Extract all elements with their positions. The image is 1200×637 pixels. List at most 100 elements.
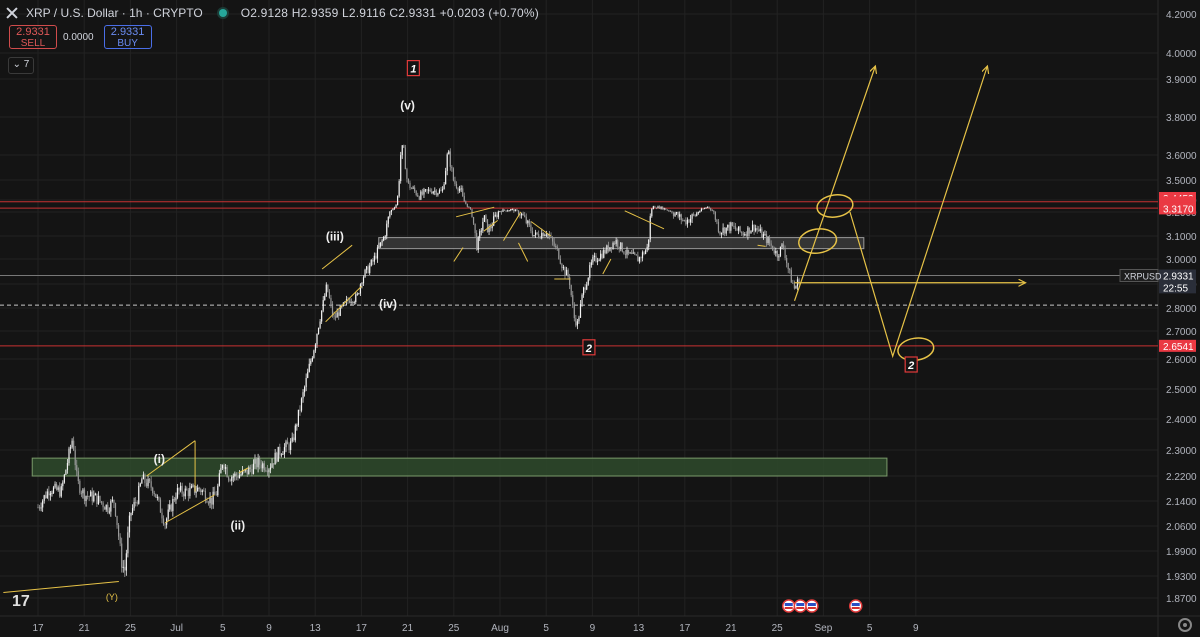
y-tick-label: 3.8000 — [1166, 113, 1197, 124]
sell-button[interactable]: 2.9331 SELL — [9, 25, 57, 49]
candle-body — [587, 277, 589, 285]
settings-gear-icon[interactable] — [1178, 618, 1192, 632]
candle-body — [756, 228, 758, 230]
buy-price: 2.9331 — [110, 26, 145, 38]
candle-body — [389, 211, 391, 217]
pattern-trendline[interactable] — [146, 440, 196, 477]
pattern-trendline[interactable] — [164, 494, 215, 524]
close-icon[interactable] — [6, 7, 18, 19]
candle-body — [685, 220, 687, 225]
candle-body — [649, 216, 651, 240]
candle-body — [584, 287, 586, 290]
candle-body — [677, 211, 679, 217]
candle-body — [370, 259, 372, 266]
candle-body — [173, 498, 175, 501]
event-flag-icon[interactable] — [805, 599, 819, 613]
candle-body — [531, 231, 534, 236]
candle-body — [420, 191, 422, 200]
pattern-trendline[interactable] — [530, 221, 552, 237]
candle-body — [488, 227, 490, 233]
pattern-trendline[interactable] — [3, 581, 119, 593]
candle-body — [648, 239, 650, 247]
candle-body — [589, 265, 591, 278]
event-flag-icon[interactable] — [793, 599, 808, 613]
logo-text: 17 — [12, 593, 30, 610]
pattern-trendline[interactable] — [483, 220, 498, 232]
pattern-trendline[interactable] — [453, 247, 464, 262]
pattern-trendline[interactable] — [624, 210, 665, 230]
candle-body — [52, 487, 55, 494]
candle-body — [105, 504, 107, 510]
target-ellipse[interactable] — [797, 227, 838, 256]
candle-body — [327, 284, 329, 292]
candle-body — [45, 495, 47, 498]
candle-body — [330, 297, 332, 304]
buy-button[interactable]: 2.9331 BUY — [103, 25, 152, 49]
candle-body — [69, 447, 72, 449]
candle-body — [424, 189, 427, 191]
candle-body — [779, 246, 782, 256]
pattern-trendline[interactable] — [757, 244, 766, 247]
candle-body — [762, 234, 764, 238]
pattern-trendline[interactable] — [455, 206, 495, 218]
ohlc-readout: O2.9128 H2.9359 L2.9116 C2.9331 +0.0203 … — [240, 6, 539, 20]
y-tick-label: 2.4000 — [1166, 415, 1197, 426]
candle-body — [691, 214, 693, 219]
candle-body — [569, 277, 571, 286]
y-tick-label: 1.9900 — [1166, 547, 1197, 558]
candle-body — [224, 467, 227, 469]
pattern-trendline[interactable] — [238, 467, 249, 474]
pattern-trendline[interactable] — [602, 258, 612, 275]
candle-body — [335, 316, 337, 318]
candle-body — [432, 191, 434, 194]
candle-body — [538, 234, 540, 238]
candles — [37, 144, 800, 578]
candle-body — [508, 210, 510, 212]
candle-body — [530, 224, 532, 232]
candle-body — [623, 251, 625, 254]
candle-body — [775, 250, 777, 254]
symbol-title[interactable]: XRP / U.S. Dollar · 1h · CRYPTO — [26, 6, 203, 20]
y-tick-label: 2.8000 — [1166, 304, 1197, 315]
candle-body — [246, 469, 248, 475]
candle-body — [387, 216, 389, 224]
candle-body — [440, 190, 442, 192]
candle-body — [459, 188, 461, 191]
event-flag-icon[interactable] — [782, 599, 796, 613]
pattern-trendline[interactable] — [503, 211, 522, 241]
y-tick-label: 3.1000 — [1166, 232, 1197, 243]
pattern-trendline[interactable] — [325, 286, 362, 323]
indicators-toggle[interactable]: ⌄ 7 — [8, 57, 34, 74]
target-ellipse[interactable] — [816, 193, 855, 220]
candle-body — [288, 444, 290, 450]
candle-body — [600, 253, 602, 260]
forecast-arrow[interactable] — [849, 66, 987, 359]
candle-body — [632, 252, 634, 254]
candle-body — [553, 241, 555, 246]
candle-body — [573, 305, 575, 319]
forecast-arrow[interactable] — [793, 66, 876, 301]
candle-body — [90, 491, 92, 497]
candle-body — [652, 206, 654, 209]
x-tick-label: 5 — [867, 623, 873, 634]
pattern-trendline[interactable] — [518, 242, 529, 262]
indicators-count: 7 — [23, 59, 30, 70]
candle-body — [366, 266, 368, 270]
candle-body — [217, 485, 219, 496]
candle-body — [711, 210, 713, 212]
candle-body — [274, 452, 276, 465]
wave-label: (iv) — [379, 297, 397, 311]
candle-body — [503, 209, 506, 211]
candle-body — [57, 487, 59, 490]
candle-body — [482, 221, 484, 231]
candle-body — [609, 247, 611, 251]
candle-body — [299, 409, 301, 411]
candle-body — [398, 181, 400, 197]
candle-body — [556, 246, 558, 249]
x-tick-label: 17 — [356, 623, 368, 634]
x-tick-label: 17 — [679, 623, 691, 634]
y-tick-label: 1.8700 — [1166, 594, 1197, 605]
pattern-trendline[interactable] — [321, 244, 353, 270]
event-flag-icon[interactable] — [848, 599, 863, 613]
